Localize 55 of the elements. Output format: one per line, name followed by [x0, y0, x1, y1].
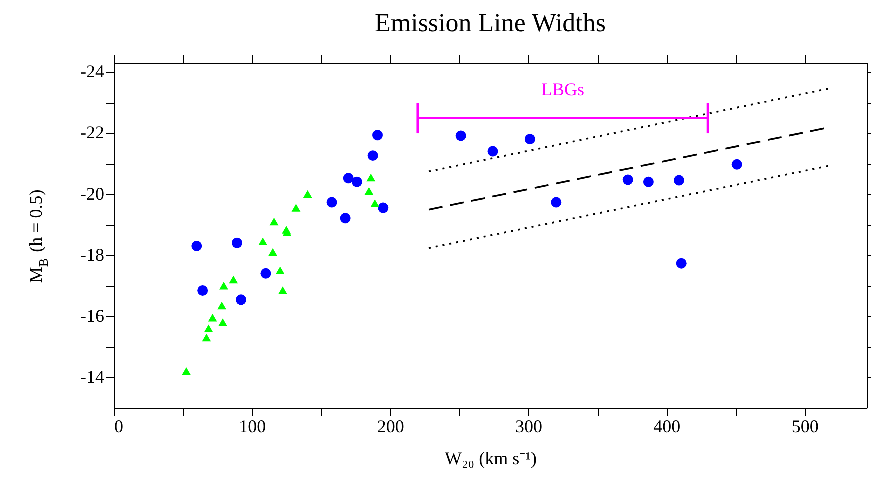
y-tick-label: -16: [80, 306, 104, 326]
point: [326, 197, 338, 208]
point: [674, 175, 684, 186]
point: [276, 266, 285, 274]
y-tick-label: -20: [80, 184, 104, 204]
point: [260, 268, 272, 279]
point: [270, 218, 279, 226]
point: [292, 204, 301, 212]
point: [208, 314, 218, 322]
point: [524, 134, 536, 145]
x-tick-label: 500: [792, 416, 819, 436]
point: [622, 174, 634, 186]
x-axis-title: W₂₀ (km s⁻¹): [445, 448, 537, 468]
y-tick-label: -14: [80, 366, 104, 387]
chart-title: Emission Line Widths: [374, 8, 606, 38]
point: [343, 173, 354, 184]
point: [732, 159, 742, 170]
point: [352, 176, 362, 188]
point: [364, 187, 374, 196]
x-tick-label: 200: [377, 416, 404, 436]
point: [340, 213, 351, 224]
point: [368, 150, 378, 162]
point: [551, 197, 562, 208]
y-tick-label: -24: [80, 62, 104, 82]
point: [182, 367, 192, 376]
point: [229, 276, 238, 284]
point: [488, 146, 498, 157]
point: [303, 190, 312, 198]
point: [204, 324, 214, 332]
series-label: LBGs: [542, 79, 585, 100]
point: [268, 248, 278, 256]
point: [202, 334, 212, 342]
x-tick-label: 100: [239, 416, 266, 436]
y-axis-title: MB (h = 0.5): [26, 190, 51, 284]
point: [676, 258, 687, 269]
point: [456, 130, 466, 142]
point: [372, 130, 383, 141]
x-tick-label: 0: [114, 416, 124, 436]
point: [378, 202, 389, 214]
y-tick-label: -18: [80, 244, 104, 265]
x-tick-label: 400: [654, 416, 681, 436]
point: [643, 176, 654, 188]
point: [232, 238, 242, 248]
point: [192, 240, 202, 252]
point: [236, 294, 246, 306]
point: [218, 302, 227, 310]
point: [198, 286, 208, 296]
point: [220, 282, 228, 290]
y-tick-label: -22: [80, 122, 104, 143]
point: [218, 318, 228, 326]
point: [278, 286, 288, 294]
point: [366, 174, 376, 182]
point: [370, 200, 380, 208]
point: [258, 238, 268, 246]
x-tick-label: 300: [515, 416, 542, 436]
